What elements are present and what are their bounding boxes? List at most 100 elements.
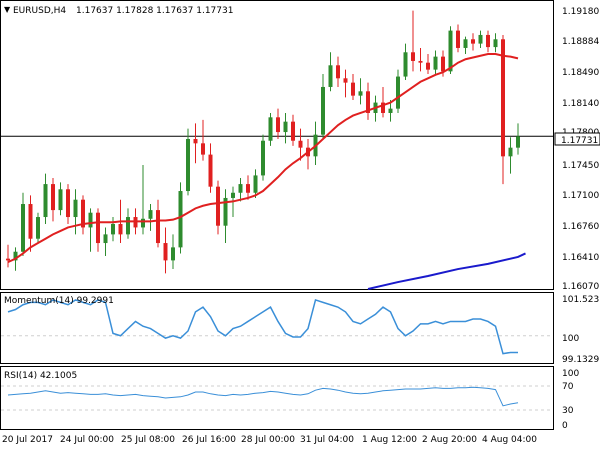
price-label: 1.16070 [562,282,599,292]
candle-body [118,223,123,235]
current-price-label: 1.17731 [561,136,598,146]
candle-body [501,39,505,157]
chart-ohlc: 1.17637 1.17828 1.17637 1.17731 [76,6,233,16]
candle-body [51,184,55,211]
price-label: 1.18140 [562,99,599,109]
candle-body [478,34,483,44]
candle-body [441,56,445,72]
candle-body [516,136,520,148]
candle-body [178,191,183,248]
price-label: 1.19180 [562,7,599,17]
candle-body [253,175,258,193]
rsi-label: RSI(14) 42.1005 [4,371,77,381]
candle-body [276,117,280,133]
candle-body [388,108,393,113]
candle-body [381,102,385,113]
candle-body [96,212,100,244]
time-label: 4 Aug 04:00 [482,435,537,445]
candle-body [43,184,48,218]
candle-body [28,204,33,239]
momentum-label: Momentum(14) 99.2991 [4,296,114,306]
candle-body [193,138,198,144]
candle-body [73,199,78,218]
chart-symbol: EURUSD,H4 [13,6,66,16]
momentum-line [7,299,518,355]
time-label: 25 Jul 08:00 [121,435,175,445]
candle-body [186,138,190,192]
main-plot-layer [1,10,553,290]
candle-body [463,39,468,48]
candle-body [351,82,355,96]
candle-body [171,247,175,261]
candle-body [411,52,415,61]
candle-body [433,56,438,70]
candle-body [268,117,273,141]
time-label: 26 Jul 16:00 [182,435,236,445]
current-price-box [554,132,600,146]
main-panel[interactable] [0,0,554,290]
price-label: 1.16760 [562,222,599,232]
candle-body [141,218,145,228]
candle-body [358,91,363,96]
candle-body [58,189,63,211]
candle-body [508,147,513,157]
rsi-panel[interactable] [0,366,554,430]
rsi-axis-label: 70 [562,382,574,392]
candle-body [328,65,333,87]
candle-body [6,258,10,261]
price-label: 1.17450 [562,161,599,171]
candle-body [321,86,325,135]
candle-body [493,39,498,48]
candle-body [261,140,265,176]
rsi-plot-layer [1,385,553,411]
candle-body [103,234,108,244]
candle-body [231,192,235,198]
momentum-plot-layer [1,299,553,355]
candle-body [366,91,370,113]
candle-body [426,62,430,70]
candle-body [36,217,40,239]
price-label: 1.16410 [562,253,599,263]
time-label: 24 Jul 00:00 [60,435,114,445]
dropdown-triangle-icon[interactable]: ▼ [4,5,11,14]
time-label: 2 Aug 20:00 [422,435,477,445]
momentum-panel[interactable] [0,292,554,364]
candle-body [456,30,460,48]
candle-body [163,243,168,261]
candle-body [13,251,18,261]
candle-body [246,184,250,193]
candle-body [486,34,490,48]
candle-body [88,212,93,228]
candle-body [336,65,340,79]
rsi-line [7,386,519,407]
price-label: 1.18884 [562,37,599,47]
rsi-axis-label: 0 [562,421,568,431]
time-label: 20 Jul 2017 [2,435,53,445]
candle-body [148,210,153,219]
candle-body [403,52,408,77]
candle-body [21,204,25,252]
candle-body [111,223,115,235]
momentum-axis-label: 99.1329 [562,355,599,365]
candle-body [216,186,220,226]
candle-body [238,184,243,193]
momentum-axis-label: 100 [562,334,579,344]
candle-body [343,78,348,83]
price-label: 1.17100 [562,191,599,201]
candle-body [291,121,295,141]
candle-body [66,189,70,218]
candle-body [448,30,453,72]
time-label: 1 Aug 12:00 [362,435,417,445]
candle-body [396,76,400,109]
rsi-axis-label: 30 [562,406,574,416]
candle-body [81,199,85,228]
candle-body [418,60,423,63]
price-label: 1.18490 [562,68,599,78]
candle-body [208,154,213,187]
candle-body [283,121,288,133]
candle-body [201,143,205,155]
candle-body [223,197,228,226]
